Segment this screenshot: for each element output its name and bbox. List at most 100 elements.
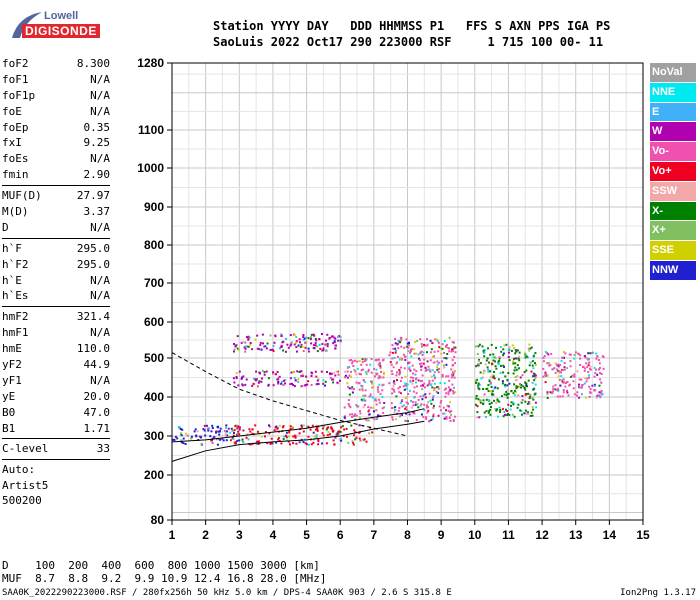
echo-point: [432, 394, 435, 397]
echo-point: [527, 411, 529, 414]
echo-point: [235, 377, 238, 380]
echo-point: [531, 406, 534, 408]
echo-point: [305, 336, 308, 339]
echo-point: [477, 382, 480, 385]
echo-point: [525, 384, 528, 387]
echo-point: [512, 357, 515, 360]
echo-point: [282, 384, 285, 387]
echo-point: [225, 424, 228, 427]
echo-point: [358, 416, 361, 419]
divider: [2, 237, 110, 239]
echo-point: [390, 370, 393, 373]
echo-point: [266, 342, 269, 345]
echo-point: [193, 430, 196, 433]
echo-point: [559, 384, 562, 387]
auto-label: Auto:: [2, 463, 36, 477]
echo-point: [431, 386, 434, 389]
echo-point: [504, 413, 506, 416]
echo-point: [423, 358, 426, 361]
echo-point: [598, 391, 601, 394]
echo-point: [381, 359, 384, 362]
echo-point: [245, 336, 248, 339]
echo-point: [415, 381, 417, 384]
echo-point: [453, 346, 456, 349]
echo-point: [369, 406, 372, 409]
echo-point: [402, 385, 405, 388]
echo-point: [506, 384, 509, 387]
echo-point: [557, 370, 560, 373]
echo-point: [319, 347, 322, 350]
distance-row: D 100 200 400 600 800 1000 1500 3000 [km…: [2, 559, 320, 572]
echo-point: [217, 430, 220, 433]
y-tick-label: 400: [144, 390, 164, 404]
echo-point: [235, 375, 238, 378]
echo-point: [424, 386, 426, 389]
echo-point: [591, 384, 594, 387]
echo-point: [246, 433, 249, 436]
echo-point: [549, 364, 552, 366]
echo-point: [504, 383, 507, 386]
echo-point: [242, 441, 245, 443]
echo-point: [437, 385, 440, 388]
echo-point: [338, 335, 341, 338]
echo-point: [517, 367, 520, 370]
echo-point: [364, 389, 367, 392]
echo-point: [587, 352, 590, 355]
echo-point: [298, 371, 301, 373]
echo-point: [507, 351, 510, 354]
echo-point: [312, 431, 315, 434]
echo-point: [272, 345, 275, 348]
auto-version: 500200: [2, 494, 42, 508]
echo-point: [421, 354, 424, 356]
param-row: fxI 9.25: [2, 135, 110, 151]
echo-point: [453, 341, 455, 344]
echo-point: [400, 400, 403, 403]
echo-point: [531, 375, 534, 378]
echo-point: [432, 413, 435, 416]
echo-point: [441, 347, 444, 350]
echo-point: [295, 335, 298, 338]
echo-point: [237, 430, 240, 433]
x-tick-label: 4: [270, 528, 277, 542]
echo-point: [426, 360, 429, 363]
echo-point: [315, 428, 317, 431]
echo-point: [439, 401, 442, 404]
echo-point: [595, 357, 598, 360]
echo-point: [524, 352, 527, 355]
param-value: 8.300: [76, 57, 110, 70]
echo-point: [407, 361, 410, 364]
lowell-digisonde-logo: Lowell DIGISONDE: [4, 4, 104, 46]
echo-point: [215, 430, 218, 433]
echo-point: [443, 366, 446, 369]
echo-point: [329, 377, 332, 380]
echo-point: [286, 343, 289, 346]
echo-point: [588, 374, 590, 377]
echo-point: [302, 334, 305, 336]
echo-point: [314, 344, 317, 347]
echo-point: [258, 380, 261, 383]
echo-point: [573, 373, 576, 376]
echo-point: [359, 412, 362, 415]
echo-point: [353, 429, 356, 432]
echo-point: [405, 408, 408, 411]
echo-point: [477, 384, 480, 387]
echo-point: [375, 359, 378, 362]
echo-point: [501, 408, 504, 411]
echo-point: [573, 375, 576, 378]
param-name: foF1: [2, 72, 29, 86]
echo-point: [581, 384, 584, 387]
echo-point: [451, 359, 454, 361]
echo-point: [315, 424, 318, 427]
echo-point: [395, 418, 398, 421]
echo-point: [529, 414, 532, 417]
echo-point: [486, 387, 489, 390]
echo-point: [313, 435, 316, 438]
echo-point: [411, 382, 414, 385]
echo-point: [194, 428, 197, 431]
echo-point: [449, 388, 452, 391]
echo-point: [291, 371, 294, 374]
echo-point: [413, 348, 416, 351]
echo-point: [369, 395, 372, 398]
x-tick-label: 2: [202, 528, 209, 542]
echo-point: [477, 359, 480, 362]
